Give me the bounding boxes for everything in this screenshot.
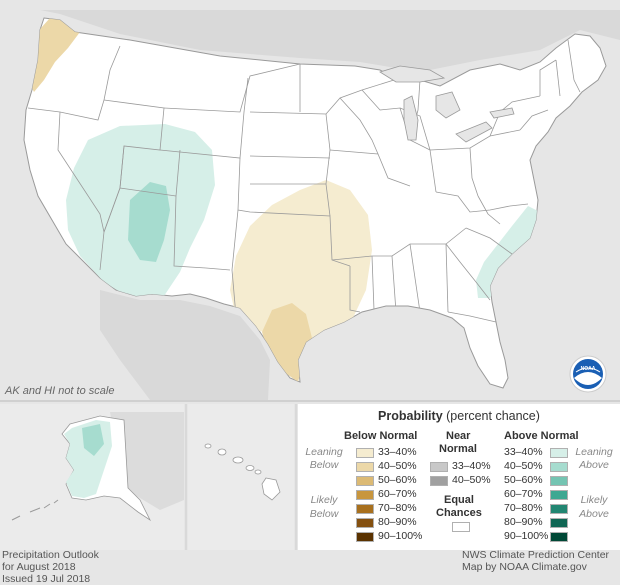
legend-title-rest: (percent chance) bbox=[446, 409, 540, 423]
footer-left-line1: Precipitation Outlook bbox=[2, 549, 99, 561]
above-item-swatch bbox=[550, 518, 568, 528]
below-item-swatch bbox=[356, 476, 374, 486]
below-item-swatch bbox=[356, 518, 374, 528]
below-item-label: 33–40% bbox=[378, 446, 417, 458]
above-item-label: 80–90% bbox=[504, 516, 543, 528]
near-item-swatch bbox=[430, 462, 448, 472]
legend-title-bold: Probability bbox=[378, 409, 443, 423]
noaa-logo-icon bbox=[569, 355, 607, 393]
above-item-label: 70–80% bbox=[504, 502, 543, 514]
above-item-swatch bbox=[550, 448, 568, 458]
below-item-label: 50–60% bbox=[378, 474, 417, 486]
above-heading: Above Normal bbox=[504, 430, 579, 442]
below-item-swatch bbox=[356, 532, 374, 542]
above-item-swatch bbox=[550, 462, 568, 472]
scale-note: AK and HI not to scale bbox=[5, 385, 115, 397]
above-likely-line2: Above bbox=[579, 508, 609, 520]
below-item-swatch bbox=[356, 462, 374, 472]
footer-left-line3: Issued 19 Jul 2018 bbox=[2, 573, 91, 585]
above-item-swatch bbox=[550, 504, 568, 514]
below-likely-line2: Below bbox=[309, 508, 339, 520]
above-item-label: 60–70% bbox=[504, 488, 543, 500]
above-item-label: 90–100% bbox=[504, 530, 549, 542]
below-item-label: 70–80% bbox=[378, 502, 417, 514]
above-item-label: 33–40% bbox=[504, 446, 543, 458]
above-item-label: 40–50% bbox=[504, 460, 543, 472]
below-lean-southcentral-region bbox=[230, 180, 372, 340]
above-item-swatch bbox=[550, 490, 568, 500]
below-leaning-line1: Leaning bbox=[305, 446, 343, 458]
alaska-inset bbox=[11, 412, 184, 522]
above-likely-arizona-region bbox=[128, 182, 170, 262]
below-heading: Below Normal bbox=[344, 430, 418, 442]
above-item-swatch bbox=[550, 476, 568, 486]
footer-right: NWS Climate Prediction Center Map by NOA… bbox=[462, 549, 609, 573]
noaa-logo-text: NOAA bbox=[581, 366, 596, 372]
near-item-swatch bbox=[430, 476, 448, 486]
below-item-swatch bbox=[356, 448, 374, 458]
hawaii-inset bbox=[204, 443, 281, 501]
below-item-swatch bbox=[356, 504, 374, 514]
equal-swatch bbox=[452, 522, 470, 532]
below-item-label: 60–70% bbox=[378, 488, 417, 500]
below-item-label: 80–90% bbox=[378, 516, 417, 528]
below-likely-line1: Likely bbox=[310, 494, 338, 506]
near-heading-line1: Near bbox=[446, 430, 471, 442]
above-likely-line1: Likely bbox=[580, 494, 608, 506]
below-item-label: 90–100% bbox=[378, 530, 423, 542]
above-leaning-line2: Above bbox=[579, 459, 609, 471]
footer-right-line1: NWS Climate Prediction Center bbox=[462, 549, 610, 561]
legend-title: Probability (percent chance) bbox=[298, 409, 620, 423]
near-heading-line2: Normal bbox=[439, 443, 477, 455]
below-item-label: 40–50% bbox=[378, 460, 417, 472]
above-lean-southeast-region bbox=[476, 206, 544, 298]
below-leaning-line2: Below bbox=[309, 459, 339, 471]
above-item-label: 50–60% bbox=[504, 474, 543, 486]
above-leaning-line1: Leaning bbox=[575, 446, 613, 458]
below-item-swatch bbox=[356, 490, 374, 500]
footer-right-line2: Map by NOAA Climate.gov bbox=[462, 561, 587, 573]
below-northwest-region bbox=[28, 18, 80, 92]
legend: Probability (percent chance) Below Norma… bbox=[298, 404, 620, 550]
footer-left-line2: for August 2018 bbox=[2, 561, 76, 573]
equal-heading-line2: Chances bbox=[436, 507, 482, 519]
near-item-label: 33–40% bbox=[452, 460, 491, 472]
above-item-swatch bbox=[550, 532, 568, 542]
near-item-label: 40–50% bbox=[452, 474, 491, 486]
equal-heading-line1: Equal bbox=[444, 494, 474, 506]
footer-left: Precipitation Outlook for August 2018 Is… bbox=[2, 549, 99, 585]
